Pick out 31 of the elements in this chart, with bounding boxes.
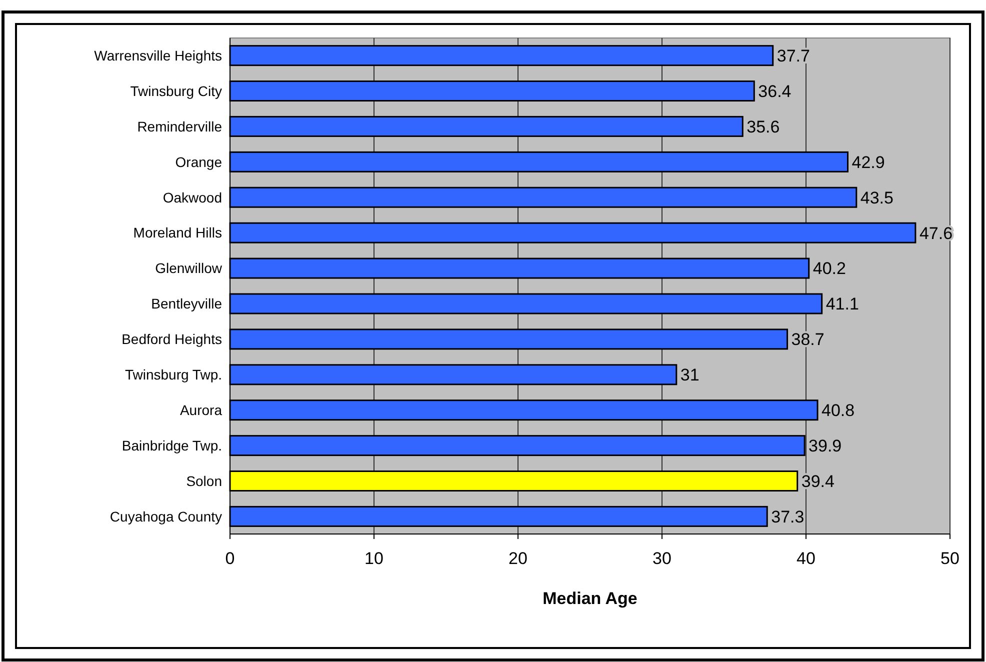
y-tick-label: Twinsburg Twp. (124, 366, 222, 383)
data-label: 37.3 (771, 507, 804, 526)
y-tick-label: Orange (175, 154, 222, 170)
x-tick-label: 30 (652, 549, 672, 568)
data-label: 35.6 (746, 117, 780, 136)
y-tick-label: Warrensville Heights (94, 47, 222, 64)
y-tick-label: Aurora (180, 402, 222, 418)
y-tick-label: Reminderville (137, 118, 222, 134)
y-tick-label: Oakwood (162, 189, 222, 206)
y-tick-label: Moreland Hills (133, 224, 222, 241)
data-label: 31 (680, 366, 700, 385)
y-tick-label: Solon (186, 472, 222, 489)
data-label: 43.5 (860, 188, 894, 208)
data-label: 39.9 (808, 436, 842, 456)
x-tick-label: 20 (508, 549, 528, 568)
data-label: 42.9 (852, 152, 885, 172)
data-label: 41.1 (826, 294, 859, 314)
data-label: 36.4 (758, 82, 792, 101)
x-axis-title: Median Age (542, 589, 638, 608)
x-tick-label: 10 (364, 549, 384, 568)
y-tick-label: Bedford Heights (122, 331, 222, 348)
y-tick-label: Bentleyville (151, 296, 222, 312)
data-label: 40.8 (822, 401, 855, 420)
data-label: 40.2 (812, 259, 846, 278)
x-tick-label: 50 (940, 549, 960, 568)
y-tick-label: Bainbridge Twp. (122, 437, 222, 454)
y-tick-label: Twinsburg City (130, 82, 222, 99)
y-tick-label: Glenwillow (155, 260, 223, 276)
x-tick-label: 40 (796, 549, 816, 568)
x-tick-label: 0 (225, 549, 235, 568)
y-tick-label: Cuyahoga County (110, 508, 222, 524)
